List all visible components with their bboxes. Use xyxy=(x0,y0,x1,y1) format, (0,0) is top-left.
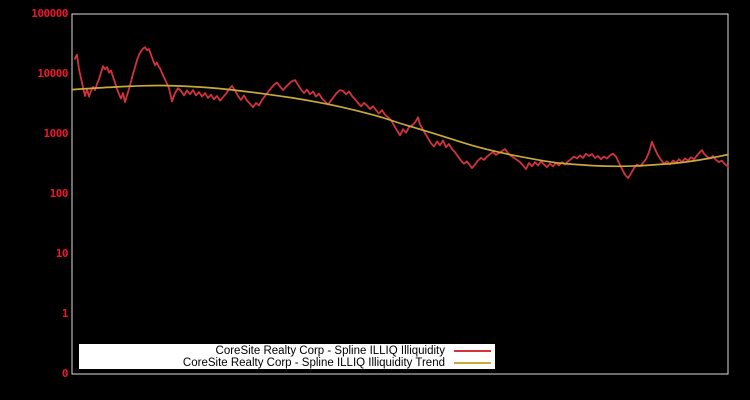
legend-line-sample-illiq xyxy=(454,349,491,352)
legend-line-sample-trend xyxy=(454,361,491,364)
y-tick-label: 10 xyxy=(55,247,69,260)
legend: CoreSite Realty Corp - Spline ILLIQ Illi… xyxy=(79,344,495,369)
y-tick-label: 10000 xyxy=(37,67,68,80)
illiq-series-line xyxy=(74,46,729,179)
legend-entry-trend: CoreSite Realty Corp - Spline ILLIQ Illi… xyxy=(79,357,495,369)
y-tick-label: 100 xyxy=(49,187,69,200)
y-tick-label: 1000 xyxy=(43,127,69,140)
y-tick-label: 100000 xyxy=(31,7,68,20)
legend-label-trend: CoreSite Realty Corp - Spline ILLIQ Illi… xyxy=(182,356,445,369)
legend-label-illiq: CoreSite Realty Corp - Spline ILLIQ Illi… xyxy=(215,344,445,357)
trend-series-line xyxy=(71,84,729,168)
y-tick-label: 0 xyxy=(61,367,69,380)
y-tick-label: 1 xyxy=(61,307,69,320)
plot-frame xyxy=(71,13,729,375)
legend-entry-illiq: CoreSite Realty Corp - Spline ILLIQ Illi… xyxy=(79,345,495,357)
